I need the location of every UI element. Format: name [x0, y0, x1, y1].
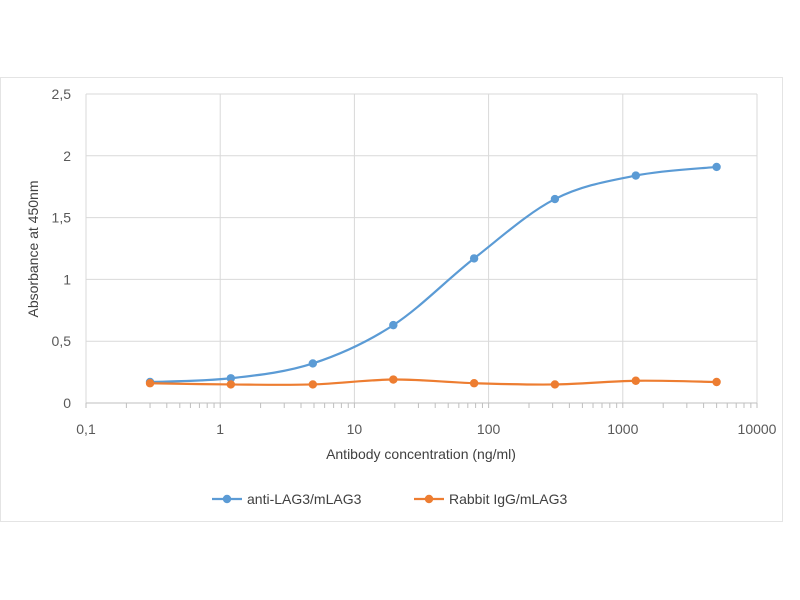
- y-tick-label: 2,5: [52, 86, 72, 102]
- data-point: [469, 379, 479, 388]
- data-point: [550, 194, 560, 204]
- data-point: [226, 380, 236, 389]
- data-point: [226, 374, 236, 383]
- x-tick-label: 1000: [607, 421, 638, 437]
- y-tick-label: 1: [63, 271, 71, 287]
- data-point: [550, 380, 560, 389]
- data-point: [631, 171, 641, 180]
- x-axis-title: Antibody concentration (ng/ml): [326, 446, 516, 462]
- legend-label-2: Rabbit IgG/mLAG3: [449, 491, 567, 507]
- x-tick-label: 0,1: [76, 421, 96, 437]
- data-point: [712, 377, 721, 387]
- y-tick-label: 0: [63, 395, 71, 411]
- legend: anti-LAG3/mLAG3 Rabbit IgG/mLAG3: [212, 491, 567, 507]
- y-tick-label: 0,5: [52, 333, 72, 349]
- series-line-2: [150, 378, 717, 386]
- legend-label-1: anti-LAG3/mLAG3: [247, 491, 362, 507]
- x-tick-label: 10: [347, 421, 363, 437]
- data-point: [308, 359, 318, 368]
- y-axis-title: Absorbance at 450nm: [25, 181, 41, 318]
- series-line-1: [149, 165, 717, 384]
- x-tick-label: 100: [477, 421, 501, 437]
- data-point: [308, 380, 318, 389]
- gridlines: [85, 93, 758, 403]
- data-point: [631, 376, 641, 385]
- tick-labels: 0 0,5 1 1,5 2 2,5 0,1 1 10 100 1000 10000: [52, 86, 777, 437]
- data-point: [145, 379, 155, 388]
- y-tick-label: 2: [63, 148, 71, 164]
- data-point: [712, 162, 721, 172]
- x-tick-label: 10000: [738, 421, 777, 437]
- y-tick-label: 1,5: [52, 210, 72, 226]
- data-point: [469, 254, 479, 263]
- axes: [85, 402, 758, 408]
- chart-frame: [0, 77, 783, 522]
- data-point: [389, 375, 398, 384]
- legend-marker-1: [222, 494, 232, 504]
- series-group: [145, 162, 721, 389]
- legend-marker-2: [424, 494, 434, 504]
- data-point: [389, 320, 398, 330]
- x-tick-label: 1: [216, 421, 224, 437]
